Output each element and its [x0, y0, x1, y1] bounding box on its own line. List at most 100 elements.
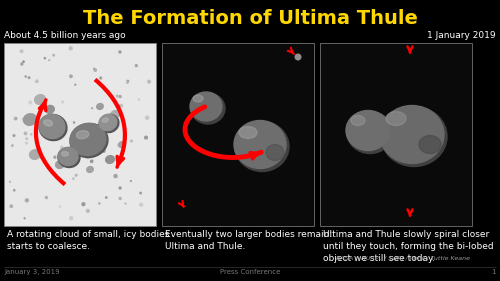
Circle shape	[20, 50, 23, 53]
FancyArrowPatch shape	[408, 46, 412, 52]
Ellipse shape	[193, 95, 203, 102]
Circle shape	[44, 58, 46, 59]
Bar	[320, 43, 472, 226]
Circle shape	[14, 190, 15, 191]
Ellipse shape	[106, 156, 114, 163]
Circle shape	[98, 124, 100, 126]
Circle shape	[46, 197, 48, 198]
Circle shape	[100, 77, 102, 79]
Ellipse shape	[351, 115, 365, 126]
Circle shape	[14, 117, 17, 120]
Ellipse shape	[99, 114, 119, 133]
Text: Ultima and Thule slowly spiral closer
until they touch, forming the bi-lobed
obj: Ultima and Thule slowly spiral closer un…	[323, 230, 494, 263]
Ellipse shape	[24, 114, 36, 125]
Circle shape	[36, 80, 38, 83]
Circle shape	[24, 132, 27, 135]
Circle shape	[26, 199, 29, 202]
Circle shape	[119, 51, 121, 53]
Circle shape	[86, 156, 90, 158]
Ellipse shape	[110, 111, 120, 118]
Circle shape	[127, 82, 128, 83]
Text: Eventually two larger bodies remain:
Ultima and Thule.: Eventually two larger bodies remain: Ult…	[165, 230, 332, 251]
Circle shape	[120, 105, 122, 107]
Ellipse shape	[99, 114, 117, 131]
Circle shape	[94, 69, 96, 71]
Ellipse shape	[86, 167, 94, 173]
Ellipse shape	[102, 118, 108, 122]
Circle shape	[22, 119, 24, 120]
Circle shape	[118, 144, 121, 147]
Text: The Formation of Ultima Thule: The Formation of Ultima Thule	[82, 10, 417, 28]
Text: Press Conference: Press Conference	[220, 269, 280, 275]
Circle shape	[13, 135, 15, 136]
Text: A rotating cloud of small, icy bodies
starts to coalesce.: A rotating cloud of small, icy bodies st…	[7, 230, 170, 251]
Circle shape	[130, 140, 132, 142]
Ellipse shape	[234, 121, 286, 169]
Text: January 3, 2019: January 3, 2019	[4, 269, 59, 275]
Circle shape	[53, 55, 54, 56]
Ellipse shape	[56, 161, 64, 168]
Ellipse shape	[191, 93, 225, 124]
Ellipse shape	[119, 142, 125, 148]
Circle shape	[40, 157, 42, 158]
Ellipse shape	[46, 106, 54, 114]
Ellipse shape	[62, 151, 68, 156]
Ellipse shape	[70, 123, 106, 156]
Circle shape	[82, 203, 85, 206]
Circle shape	[21, 63, 23, 65]
Ellipse shape	[39, 114, 65, 139]
Circle shape	[138, 99, 140, 100]
Circle shape	[54, 156, 56, 158]
Circle shape	[127, 80, 128, 82]
Circle shape	[50, 135, 52, 138]
Circle shape	[52, 132, 55, 135]
Ellipse shape	[190, 92, 222, 121]
Ellipse shape	[239, 126, 257, 139]
Circle shape	[24, 218, 25, 219]
Circle shape	[140, 192, 141, 194]
Text: About 4.5 billion years ago: About 4.5 billion years ago	[4, 31, 126, 40]
Circle shape	[49, 60, 50, 61]
Circle shape	[116, 95, 118, 97]
Ellipse shape	[44, 120, 52, 126]
Circle shape	[72, 178, 74, 179]
Ellipse shape	[34, 95, 46, 104]
Circle shape	[76, 135, 80, 138]
Circle shape	[146, 116, 148, 119]
Circle shape	[94, 68, 95, 70]
FancyArrowPatch shape	[408, 209, 412, 215]
Ellipse shape	[380, 105, 444, 164]
Circle shape	[114, 175, 117, 178]
Circle shape	[130, 181, 132, 182]
Circle shape	[28, 77, 30, 78]
Circle shape	[49, 105, 51, 107]
Circle shape	[116, 158, 118, 162]
Circle shape	[86, 209, 90, 212]
Circle shape	[119, 96, 121, 98]
Circle shape	[103, 139, 106, 140]
Ellipse shape	[235, 121, 289, 171]
Ellipse shape	[96, 104, 103, 109]
Ellipse shape	[58, 148, 78, 166]
Circle shape	[136, 65, 138, 67]
Circle shape	[76, 175, 77, 176]
Text: NASA / JHUAPL / SwRI / James Tuttle Keane: NASA / JHUAPL / SwRI / James Tuttle Kean…	[336, 256, 470, 261]
Circle shape	[25, 76, 26, 77]
Circle shape	[148, 80, 150, 83]
Ellipse shape	[76, 131, 89, 139]
Circle shape	[10, 205, 12, 207]
Circle shape	[98, 203, 100, 204]
Circle shape	[12, 145, 13, 146]
Ellipse shape	[70, 123, 108, 158]
Circle shape	[26, 142, 28, 144]
Circle shape	[69, 47, 72, 50]
Ellipse shape	[346, 110, 390, 151]
Circle shape	[23, 61, 24, 62]
Ellipse shape	[347, 112, 393, 153]
Circle shape	[30, 134, 32, 135]
Ellipse shape	[381, 106, 447, 167]
Circle shape	[106, 197, 107, 198]
Circle shape	[90, 160, 93, 162]
Circle shape	[29, 101, 32, 104]
Ellipse shape	[30, 150, 40, 159]
